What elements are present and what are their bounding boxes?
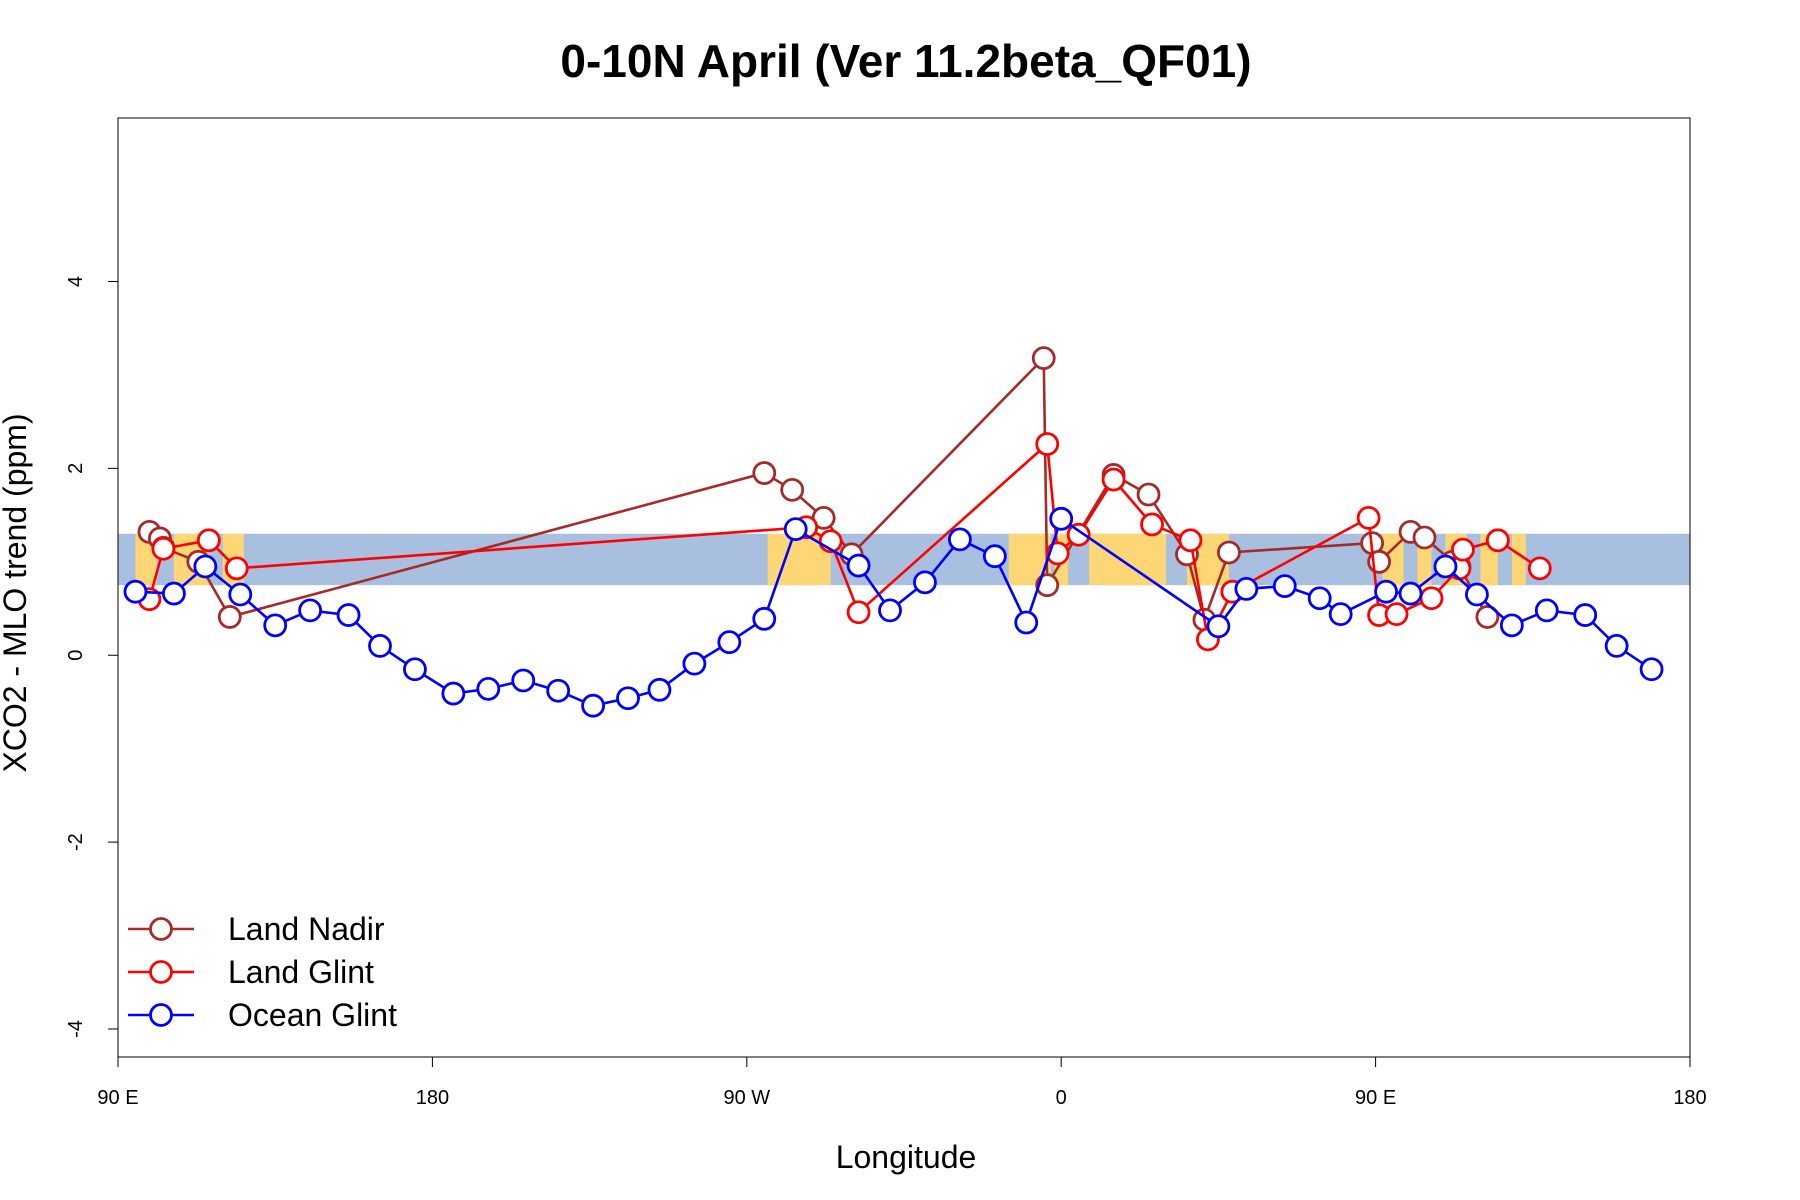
x-axis-label: Longitude (836, 1139, 977, 1175)
data-point-land-glint (1485, 528, 1510, 553)
data-point-ocean-glint (982, 544, 1007, 569)
series-ocean-glint (123, 506, 1664, 718)
data-point-ocean-glint (228, 582, 253, 607)
data-point-ocean-glint (441, 681, 466, 706)
data-point-land-glint (1035, 432, 1060, 456)
data-point-ocean-glint (1374, 579, 1398, 604)
data-point-land-nadir (1475, 605, 1500, 629)
data-point-ocean-glint (717, 630, 742, 655)
data-point-ocean-glint (336, 603, 361, 627)
data-point-ocean-glint (1604, 633, 1629, 658)
data-point-land-glint (1178, 528, 1203, 553)
data-point-ocean-glint (947, 527, 972, 552)
data-point-ocean-glint (1049, 506, 1074, 531)
data-point-ocean-glint (878, 598, 902, 623)
data-point-ocean-glint (1639, 657, 1664, 682)
x-tick-label: 90 E (1355, 1087, 1396, 1109)
data-point-ocean-glint (511, 668, 536, 693)
data-point-ocean-glint (476, 676, 501, 701)
data-point-ocean-glint (1433, 554, 1458, 579)
data-point-land-glint (1140, 512, 1164, 537)
data-point-ocean-glint (616, 686, 640, 711)
legend-marker-land-glint (149, 960, 173, 984)
data-point-land-glint (224, 556, 249, 581)
legend-label-land-glint: Land Glint (228, 954, 374, 990)
y-tick-label: 4 (65, 276, 87, 287)
plot-frame (117, 117, 1691, 1058)
legend: Land Nadir Land Glint Ocean Glint (128, 911, 397, 1033)
data-point-ocean-glint (1234, 577, 1259, 601)
y-tick-label: -2 (65, 833, 87, 851)
data-point-ocean-glint (1465, 582, 1489, 607)
data-point-ocean-glint (1272, 574, 1297, 598)
data-point-land-nadir (1136, 482, 1161, 507)
data-point-land-glint (1101, 467, 1126, 492)
y-tick-label: 0 (65, 650, 87, 661)
data-point-ocean-glint (913, 570, 937, 595)
plot-area: 90 E 180 90 W 0 90 E 180 -4 -2 0 2 4 (65, 117, 1707, 1109)
data-point-ocean-glint (581, 693, 605, 718)
data-point-land-glint (1527, 556, 1552, 581)
x-tick-label: 0 (1056, 1087, 1067, 1109)
x-tick-label: 180 (416, 1087, 449, 1109)
data-point-land-glint (1356, 505, 1381, 530)
data-point-land-glint (1384, 602, 1409, 627)
data-point-land-glint (196, 528, 221, 553)
data-point-ocean-glint (682, 651, 707, 676)
data-point-land-nadir (1031, 346, 1056, 371)
data-point-ocean-glint (263, 613, 288, 638)
data-point-ocean-glint (846, 553, 871, 578)
data-point-ocean-glint (403, 657, 427, 682)
data-point-ocean-glint (193, 554, 218, 579)
data-point-land-glint (1419, 586, 1444, 611)
data-point-ocean-glint (647, 677, 672, 702)
x-tick-label: 90 W (723, 1087, 770, 1109)
data-point-ocean-glint (298, 598, 323, 623)
land-region-8 (1382, 533, 1404, 586)
data-point-land-nadir (1216, 540, 1241, 565)
chart-title: 0-10N April (Ver 11.2beta_QF01) (560, 35, 1251, 87)
land-region-0 (135, 533, 157, 586)
data-point-ocean-glint (1499, 613, 1524, 638)
data-point-land-glint (1066, 522, 1091, 547)
data-point-land-glint (846, 600, 871, 625)
data-point-ocean-glint (1014, 610, 1039, 635)
data-point-land-glint (1451, 537, 1475, 562)
land-region-12 (1511, 533, 1526, 586)
data-point-ocean-glint (123, 579, 148, 604)
y-tick-label: 2 (65, 463, 87, 474)
data-point-ocean-glint (1398, 581, 1423, 606)
y-axis-label: XCO2 - MLO trend (ppm) (0, 413, 33, 772)
data-point-ocean-glint (752, 606, 777, 631)
land-region-6 (1089, 533, 1166, 586)
data-point-ocean-glint (1573, 603, 1598, 627)
y-tick-label: -4 (65, 1020, 87, 1038)
x-tick-label: 90 E (97, 1087, 138, 1109)
data-point-ocean-glint (1307, 586, 1332, 611)
data-point-ocean-glint (1534, 598, 1559, 623)
legend-marker-ocean-glint (149, 1003, 173, 1027)
data-point-ocean-glint (1206, 614, 1231, 639)
data-point-land-nadir (752, 461, 777, 485)
x-tick-label: 180 (1673, 1087, 1706, 1109)
legend-label-land-nadir: Land Nadir (228, 911, 385, 947)
data-point-ocean-glint (783, 517, 808, 542)
data-point-land-nadir (217, 605, 242, 629)
data-point-ocean-glint (1328, 602, 1353, 627)
data-point-land-nadir (1412, 525, 1437, 550)
legend-label-ocean-glint: Ocean Glint (228, 997, 397, 1033)
data-point-ocean-glint (161, 581, 186, 606)
data-point-land-nadir (780, 477, 805, 502)
data-point-ocean-glint (368, 633, 392, 658)
data-point-land-glint (151, 536, 176, 561)
legend-marker-land-nadir (149, 917, 173, 941)
data-point-ocean-glint (546, 678, 571, 703)
